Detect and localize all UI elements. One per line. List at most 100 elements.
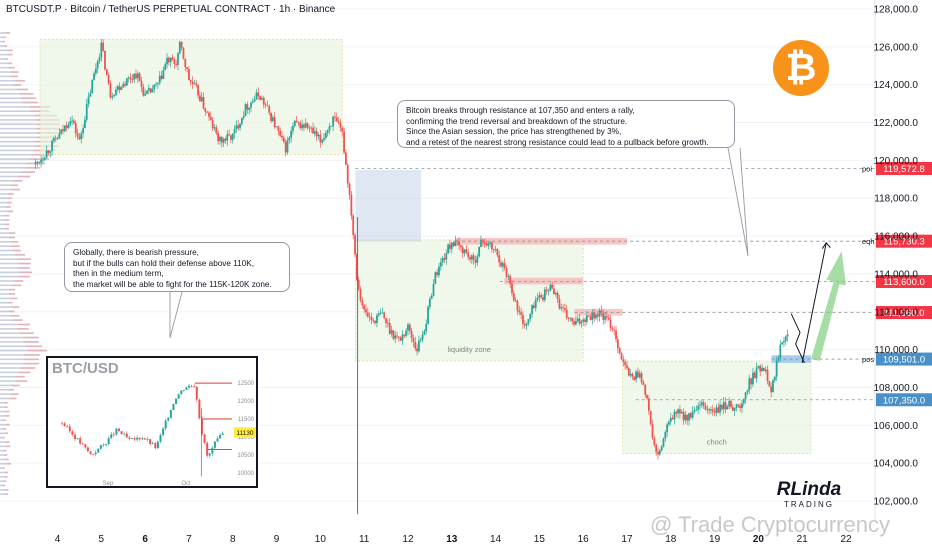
candle-body bbox=[434, 272, 437, 284]
time-tick-label: 19 bbox=[709, 534, 721, 545]
candle-body bbox=[673, 411, 676, 420]
volume-profile-bar-sell bbox=[7, 197, 12, 200]
volume-profile-bar bbox=[0, 436, 5, 439]
candle-body bbox=[206, 111, 209, 113]
candle-body bbox=[567, 317, 570, 319]
candle-body bbox=[606, 316, 608, 318]
candle-body bbox=[580, 321, 583, 324]
candle-body bbox=[188, 69, 190, 80]
candle-body bbox=[164, 64, 167, 70]
growth-arrow bbox=[810, 251, 846, 361]
volume-profile-bar-sell bbox=[23, 341, 39, 343]
volume-profile-bar-sell bbox=[21, 367, 36, 369]
candle-body bbox=[175, 63, 178, 65]
candle-body bbox=[459, 245, 462, 248]
analysis-note-left[interactable]: Globally, there is bearish pressure, but… bbox=[64, 242, 290, 292]
candle-body bbox=[739, 405, 742, 408]
candle-body bbox=[635, 371, 638, 380]
price-tick-label: 124,000.0 bbox=[874, 80, 919, 91]
inset-candle-body bbox=[123, 433, 126, 435]
inset-candle-body bbox=[149, 439, 152, 444]
candle-body bbox=[511, 283, 513, 294]
inset-candle-body bbox=[73, 434, 76, 440]
candle-body bbox=[202, 96, 205, 109]
candle-body bbox=[343, 131, 345, 153]
candle-body bbox=[355, 254, 358, 280]
candle-body bbox=[423, 331, 426, 335]
volume-profile-bar bbox=[0, 323, 30, 326]
inset-candle-body bbox=[198, 399, 201, 419]
candle-body bbox=[138, 73, 141, 82]
candle-body bbox=[233, 128, 236, 134]
inset-price-badge bbox=[234, 427, 256, 438]
candle-body bbox=[551, 284, 554, 289]
candle-body bbox=[372, 320, 375, 321]
level-price-badge bbox=[876, 274, 932, 288]
candle-body bbox=[157, 83, 159, 85]
time-axis[interactable]: 4 5 6 7 8 9 10 11 12 13 14 15 16 17 18 19 20 21 22 bbox=[55, 534, 852, 545]
analysis-note-top[interactable]: Bitcoin breaks through resistance at 107… bbox=[397, 100, 735, 148]
candle-body bbox=[332, 116, 335, 127]
candle-body bbox=[538, 295, 541, 298]
inset-candle-body bbox=[133, 438, 136, 440]
price-levels: poi 119,572.8 eqh 115,730.3 113,600.0 111,960… bbox=[355, 161, 932, 407]
candle-body bbox=[337, 121, 340, 123]
inset-candle-body bbox=[154, 443, 157, 449]
volume-profile-bar bbox=[0, 484, 5, 487]
candle-body bbox=[374, 320, 377, 324]
volume-profile-bar bbox=[0, 66, 15, 69]
candle-body bbox=[766, 369, 769, 381]
price-axis[interactable]: 102,000.0 104,000.0 106,000.0 108,000.0 110,… bbox=[874, 0, 919, 522]
candle-body bbox=[553, 288, 555, 295]
volume-profile-bar bbox=[0, 210, 13, 213]
volume-profile-bar-sell bbox=[20, 93, 34, 95]
candle-body bbox=[768, 380, 771, 387]
time-tick-label: 21 bbox=[797, 534, 809, 545]
volume-profile-bar bbox=[0, 32, 10, 34]
candle-body bbox=[228, 134, 230, 136]
volume-profile-bar bbox=[0, 167, 41, 169]
inset-candle-body bbox=[120, 431, 123, 434]
candle-body bbox=[558, 299, 561, 309]
candle-body bbox=[527, 319, 530, 324]
candle-body bbox=[255, 92, 258, 100]
candle-body bbox=[543, 289, 546, 301]
candle-body bbox=[470, 255, 473, 260]
candle-body bbox=[401, 334, 404, 341]
inset-chart-canvas: 10000 10500 11000 11500 12000 12500 Sep Oct 1113… bbox=[61, 381, 256, 486]
volume-profile-bar-sell bbox=[8, 193, 14, 195]
candle-body bbox=[273, 117, 276, 128]
candle-body bbox=[637, 371, 639, 378]
inset-candle-body bbox=[164, 420, 167, 429]
brand-subtitle: TRADING bbox=[784, 500, 834, 509]
volume-profile-bar bbox=[0, 145, 59, 147]
candle-body bbox=[361, 300, 364, 306]
volume-profile-bar-sell bbox=[8, 310, 15, 313]
candle-body bbox=[184, 58, 187, 68]
candle-body bbox=[595, 314, 597, 319]
candle-body bbox=[651, 424, 654, 439]
arrow-head bbox=[821, 241, 831, 249]
candle-body bbox=[125, 78, 128, 86]
candle-body bbox=[682, 411, 685, 421]
candle-body bbox=[547, 290, 550, 292]
candle-body bbox=[377, 313, 380, 316]
candle-body bbox=[104, 50, 106, 70]
volume-profile-bar-sell bbox=[11, 188, 20, 191]
candle-body bbox=[666, 424, 669, 433]
candle-body bbox=[529, 314, 532, 320]
candle-body bbox=[653, 438, 656, 445]
candle-body bbox=[286, 140, 289, 153]
candle-body bbox=[98, 57, 101, 62]
candle-body bbox=[140, 81, 143, 87]
candle-body bbox=[585, 315, 588, 322]
candle-body bbox=[593, 312, 596, 319]
candle-body bbox=[662, 438, 665, 447]
candle-body bbox=[118, 86, 121, 90]
inset-candle-body bbox=[125, 433, 128, 438]
volume-profile-bar bbox=[0, 284, 22, 287]
candle-body bbox=[262, 97, 265, 105]
inset-price-tick: 10500 bbox=[237, 453, 254, 459]
candle-body bbox=[609, 319, 612, 329]
